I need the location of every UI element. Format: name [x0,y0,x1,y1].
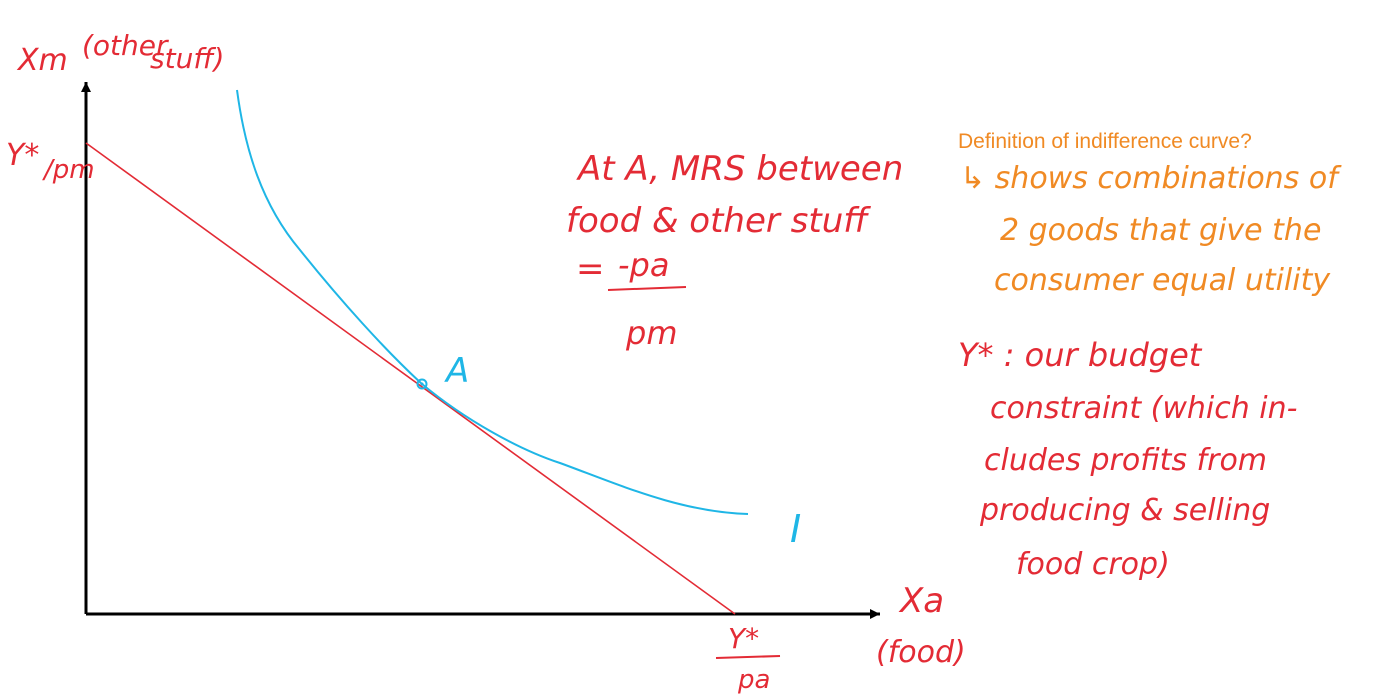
tangency-point-a [416,378,428,390]
mrs-annotation-line1: At A, MRS between [576,149,903,189]
x-axis-label-paren: (food) [876,635,966,670]
definition-line1: ↳ shows combinations of [960,161,1342,196]
mrs-numerator: -pa [618,246,669,284]
budget-note-line1: Y* : our budget [958,336,1203,374]
y-axis-label: Xm [16,43,68,78]
budget-note-line3: cludes profits from [984,443,1267,478]
x-axis-label: Xa [898,581,944,621]
y-intercept-label-den: /pm [42,155,95,185]
x-intercept-label-den: pa [737,665,770,695]
y-axis-label-paren-1: (other [82,29,169,62]
mrs-equals-sign: = [576,249,605,289]
budget-note-line2: constraint (which in- [990,391,1297,426]
indifference-curve-label: I [790,507,801,551]
notes-heading: Definition of indifference curve? [958,130,1252,153]
mrs-fraction-bar [607,286,687,291]
mrs-annotation-line2: food & other stuff [566,201,871,241]
definition-line2: 2 goods that give the [1000,213,1321,248]
x-intercept-label-num: Y* [728,622,759,655]
point-a-label: A [444,351,469,391]
mrs-denominator: pm [625,314,677,352]
y-intercept-label-num: Y* [6,138,39,173]
tangency-point-a-center [420,382,424,386]
budget-note-line5: food crop) [1016,547,1170,582]
x-intercept-fraction-bar [715,655,781,659]
definition-line3: consumer equal utility [994,263,1331,298]
budget-line [85,142,736,615]
budget-note-line4: producing & selling [979,493,1270,528]
y-axis-label-paren-2: stuff) [150,42,224,75]
